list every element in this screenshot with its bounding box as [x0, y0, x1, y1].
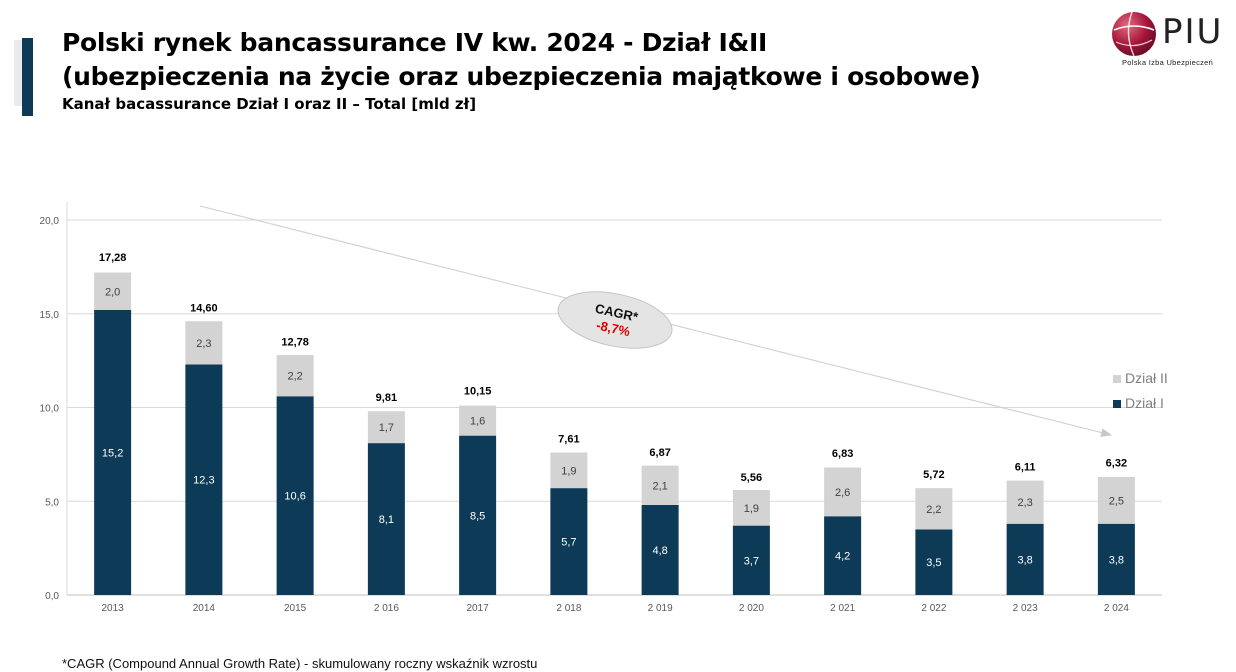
bar-segment-dzial-ii	[276, 355, 314, 397]
bar-segment-dzial-i	[550, 488, 588, 595]
total-label: 6,83	[832, 448, 853, 460]
bar-segment-dzial-ii	[367, 411, 405, 444]
total-label: 12,78	[281, 336, 309, 348]
data-label-dzial-i: 3,5	[926, 557, 941, 569]
total-label: 6,87	[649, 447, 670, 459]
bar-segment-dzial-i	[641, 505, 679, 595]
bar-segment-dzial-i	[915, 529, 953, 595]
data-label-dzial-i: 4,8	[652, 545, 667, 557]
bar-segment-dzial-i	[459, 435, 497, 595]
data-label-dzial-i: 12,3	[193, 475, 214, 487]
bancassurance-chart: 0,0 5,0 10,0 15,0 20,0 15,2 2,0 17,28 2013 12,3 2…	[40, 202, 1168, 614]
total-label: 6,11	[1015, 461, 1036, 473]
bar-segment-dzial-ii	[1097, 476, 1135, 524]
data-label-dzial-i: 8,5	[470, 510, 485, 522]
bar-segment-dzial-ii	[824, 467, 862, 517]
data-label-dzial-i: 5,7	[561, 537, 576, 549]
total-label: 6,32	[1106, 458, 1127, 470]
y-tick-label: 5,0	[45, 497, 59, 508]
x-tick-label: 2 021	[830, 603, 855, 614]
cagr-value: -8,7%	[595, 317, 632, 339]
data-label-dzial-ii: 1,6	[470, 416, 485, 428]
data-label-dzial-i: 3,7	[744, 555, 759, 567]
x-tick-label: 2 020	[739, 603, 764, 614]
bar-segment-dzial-i	[276, 396, 314, 595]
accent-shadow	[14, 40, 22, 106]
title-line-1: Polski rynek bancassurance IV kw. 2024 -…	[62, 28, 768, 57]
x-tick-label: 2 024	[1104, 603, 1129, 614]
data-label-dzial-ii: 2,2	[926, 504, 941, 516]
bar-segment-dzial-i	[1006, 523, 1044, 595]
x-tick-label: 2 016	[374, 603, 399, 614]
bar-segment-dzial-i	[824, 516, 862, 595]
legend-swatch-dzial-ii	[1113, 375, 1121, 383]
bar-segment-dzial-i	[732, 525, 770, 595]
data-label-dzial-ii: 2,2	[287, 371, 302, 383]
data-label-dzial-ii: 1,9	[561, 465, 576, 477]
total-label: 10,15	[464, 386, 492, 398]
legend-label-dzial-i: Dział I	[1125, 395, 1164, 411]
page-subtitle: Kanał bacassurance Dział I oraz II – Tot…	[62, 95, 477, 113]
data-label-dzial-ii: 2,3	[196, 338, 211, 350]
data-label-dzial-i: 3,8	[1109, 554, 1124, 566]
data-label-dzial-ii: 2,3	[1017, 497, 1032, 509]
total-label: 5,72	[923, 469, 944, 481]
bar-segment-dzial-i	[367, 443, 405, 595]
bar-segment-dzial-i	[185, 364, 223, 595]
total-label: 5,56	[741, 472, 762, 484]
accent-bar	[22, 38, 33, 116]
x-tick-label: 2 018	[556, 603, 581, 614]
data-label-dzial-ii: 1,7	[379, 422, 394, 434]
cagr-annotation: CAGR* -8,7%	[557, 291, 673, 349]
total-label: 9,81	[376, 392, 397, 404]
bar-segment-dzial-ii	[550, 452, 588, 489]
data-label-dzial-ii: 2,5	[1109, 495, 1124, 507]
y-tick-label: 0,0	[45, 591, 59, 602]
piu-logo-icon	[1112, 11, 1156, 57]
legend-swatch-dzial-i	[1113, 400, 1121, 408]
total-label: 14,60	[190, 302, 218, 314]
bar-segment-dzial-i	[1097, 523, 1135, 595]
legend-label-dzial-ii: Dział II	[1125, 370, 1168, 386]
legend: Dział II Dział I	[1113, 370, 1168, 411]
x-tick-label: 2014	[193, 603, 216, 614]
data-label-dzial-ii: 2,1	[652, 480, 667, 492]
logo-wordmark: PIU	[1162, 12, 1224, 52]
data-label-dzial-i: 15,2	[102, 448, 123, 460]
page-title: Polski rynek bancassurance IV kw. 2024 -…	[62, 26, 981, 94]
bar-segment-dzial-i	[94, 310, 132, 595]
y-tick-label: 15,0	[40, 310, 60, 321]
bar-segment-dzial-ii	[1006, 480, 1044, 524]
bar-segment-dzial-ii	[641, 465, 679, 505]
data-label-dzial-ii: 1,9	[744, 503, 759, 515]
total-label: 17,28	[99, 252, 127, 264]
data-label-dzial-i: 8,1	[379, 514, 394, 526]
bars: 15,2 2,0 17,28 2013 12,3 2,3 14,60 2014 10,6 2,2 1…	[94, 252, 1135, 614]
bar-segment-dzial-ii	[94, 272, 132, 310]
cagr-bubble-shape	[557, 291, 673, 349]
bar-segment-dzial-ii	[459, 405, 497, 436]
data-label-dzial-ii: 2,6	[835, 487, 850, 499]
footnote: *CAGR (Compound Annual Growth Rate) - sk…	[62, 656, 538, 671]
logo-subtitle: Polska Izba Ubezpieczeń	[1122, 58, 1214, 67]
title-line-2: (ubezpieczenia na życie oraz ubezpieczen…	[62, 62, 981, 91]
data-label-dzial-i: 10,6	[284, 491, 305, 503]
x-tick-label: 2017	[467, 603, 490, 614]
total-label: 7,61	[558, 433, 579, 445]
bar-segment-dzial-ii	[915, 488, 953, 530]
data-label-dzial-i: 3,8	[1017, 554, 1032, 566]
x-tick-label: 2013	[102, 603, 125, 614]
x-tick-label: 2015	[284, 603, 307, 614]
y-tick-label: 10,0	[40, 404, 60, 415]
data-label-dzial-i: 4,2	[835, 551, 850, 563]
data-label-dzial-ii: 2,0	[105, 286, 120, 298]
x-tick-label: 2 022	[921, 603, 946, 614]
x-tick-label: 2 019	[648, 603, 673, 614]
x-tick-label: 2 023	[1013, 603, 1038, 614]
y-tick-label: 20,0	[40, 216, 60, 227]
bar-segment-dzial-ii	[732, 490, 770, 526]
bar-segment-dzial-ii	[185, 321, 223, 365]
